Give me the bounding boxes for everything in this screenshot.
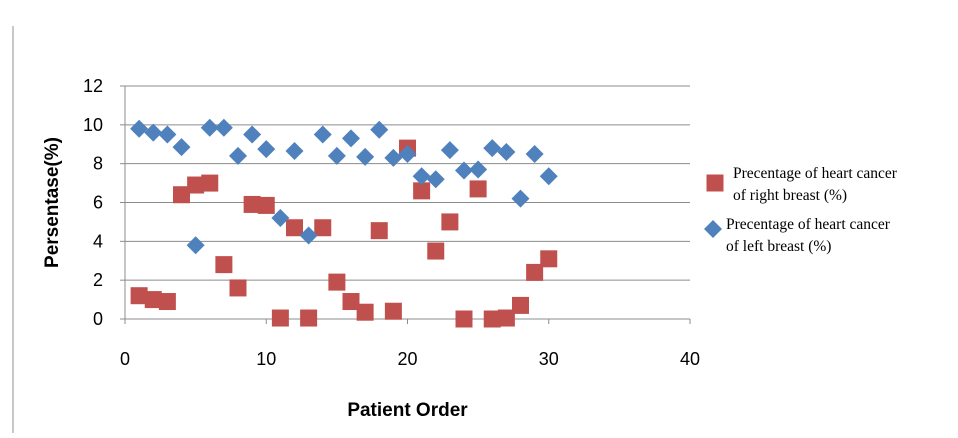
left-breast-point-29 [539,167,558,186]
legend-label-0-1: of right breast (%) [733,187,847,204]
left-breast-point-19 [398,144,417,163]
right-breast-point-9 [257,196,275,214]
x-axis-title: Patient Order [347,400,468,421]
right-breast-point-16 [356,303,374,321]
page-edge-line [12,26,14,433]
right-breast-point-22 [441,213,459,231]
left-breast-point-0 [130,119,149,138]
left-breast-point-3 [172,138,191,157]
legend: Precentage of heart cancer of right breas… [704,165,898,255]
y-tick-label-1: 2 [93,270,103,290]
y-tick-label-5: 10 [83,115,103,135]
left-breast-point-26 [497,143,516,162]
right-breast-point-24 [469,180,487,198]
left-breast-point-21 [426,170,445,189]
right-breast-point-7 [229,279,247,297]
right-breast-point-0 [130,287,148,305]
left-breast-point-20 [412,167,431,186]
legend-label-1-1: of left breast (%) [726,238,831,255]
left-breast-point-14 [327,146,346,165]
right-breast-point-28 [526,263,544,281]
y-tick-labels: 0 2 4 6 8 10 12 [83,76,103,329]
right-breast-point-15 [342,293,360,311]
left-breast-point-18 [384,148,403,167]
right-breast-point-23 [455,310,473,328]
left-breast-point-1 [144,123,163,142]
left-breast-point-16 [356,147,375,166]
left-breast-point-8 [243,125,262,144]
left-breast-point-13 [313,125,332,144]
right-breast-point-3 [173,186,190,204]
right-breast-point-26 [497,309,515,327]
x-tick-label-4: 40 [680,349,700,369]
x-tick-label-2: 20 [397,349,417,369]
right-breast-point-12 [300,309,318,327]
left-breast-point-15 [342,129,360,148]
right-breast-point-17 [370,222,388,240]
left-breast-point-12 [299,226,318,245]
right-breast-point-4 [187,176,205,194]
legend-label-1-0: Precentage of heart cancer [726,216,891,233]
right-breast-point-1 [144,291,162,309]
right-breast-point-2 [158,293,176,311]
left-breast-point-22 [440,141,459,160]
right-breast-point-8 [243,195,261,213]
left-breast-point-23 [455,161,473,180]
axes [120,85,691,324]
right-breast-point-20 [413,182,431,200]
left-breast-point-25 [483,139,502,158]
left-breast-point-2 [158,125,177,144]
left-breast-point-11 [285,142,304,161]
left-breast-point-6 [214,118,233,137]
y-tick-label-2: 4 [93,231,103,251]
left-breast-point-5 [200,118,219,137]
y-tick-label-6: 12 [83,76,103,96]
right-breast-point-14 [328,273,346,291]
left-breast-point-9 [257,140,276,159]
x-tick-label-1: 10 [256,349,276,369]
y-axis-title: Persentase(%) [42,137,63,268]
right-breast-point-13 [314,219,332,237]
y-tick-label-4: 8 [93,154,103,174]
right-breast-point-25 [483,310,501,328]
x-tick-label-0: 0 [120,349,130,369]
data-points [130,118,558,328]
left-breast-point-4 [186,236,205,255]
left-breast-point-10 [271,209,290,228]
right-breast-point-5 [201,174,219,192]
legend-marker-1 [704,220,722,238]
left-breast-point-7 [229,146,247,165]
x-tick-labels: 0 10 20 30 40 [120,349,700,369]
left-breast-point-24 [469,160,488,179]
right-breast-point-29 [540,250,558,268]
left-breast-point-27 [511,189,530,208]
right-breast-point-18 [384,302,402,320]
right-breast-point-6 [215,256,233,274]
legend-label-0-0: Precentage of heart cancer [733,165,898,182]
y-tick-label-3: 6 [93,193,103,213]
y-tick-label-0: 0 [93,309,103,329]
left-breast-point-28 [525,144,544,163]
right-breast-point-21 [427,242,445,260]
left-breast-point-17 [370,120,389,139]
right-breast-point-27 [512,296,529,314]
legend-marker-0 [706,174,724,192]
right-breast-point-10 [271,309,289,327]
right-breast-point-11 [286,219,303,237]
x-tick-label-3: 30 [539,349,559,369]
